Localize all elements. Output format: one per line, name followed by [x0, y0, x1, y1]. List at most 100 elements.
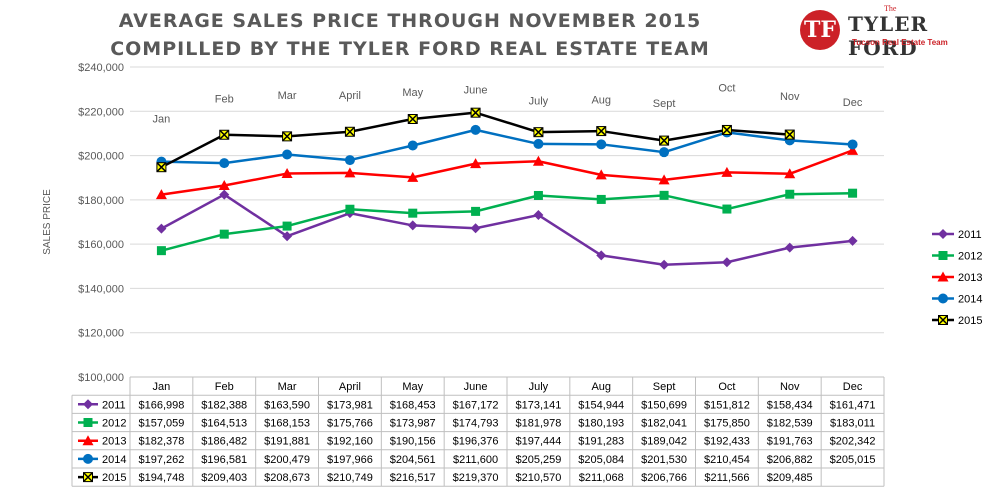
data-point-2013 [218, 180, 230, 191]
month-annotation: Feb [215, 93, 234, 105]
table-cell: $190,156 [390, 436, 436, 448]
table-cell: $219,370 [453, 472, 499, 484]
table-row-label: 2015 [102, 472, 126, 484]
table-cell: $210,570 [515, 472, 561, 484]
table-key-marker-x [83, 472, 93, 482]
table-cell: $157,059 [138, 418, 184, 430]
series-line-2014 [161, 128, 853, 165]
data-point-2014 [407, 140, 418, 151]
x-tick-label: Mar [278, 381, 297, 393]
table-cell: $205,259 [515, 454, 561, 466]
table-cell: $216,517 [390, 472, 436, 484]
x-tick-label: Aug [591, 381, 611, 393]
data-point-2015-x [282, 131, 292, 141]
table-cell: $205,084 [578, 454, 624, 466]
month-annotation: May [402, 87, 423, 99]
month-annotation: April [339, 90, 361, 102]
data-point-2015-x [533, 127, 543, 137]
data-point-2011 [784, 242, 795, 253]
table-cell: $196,376 [453, 436, 499, 448]
y-tick-label: $180,000 [78, 195, 124, 207]
table-cell: $150,699 [641, 399, 687, 411]
month-annotation: July [529, 96, 549, 108]
data-point-2013 [532, 155, 544, 166]
table-cell: $163,590 [264, 399, 310, 411]
series-line-2012 [161, 191, 853, 252]
table-cell: $202,342 [830, 436, 876, 448]
y-axis-label: SALES PRICE [42, 189, 53, 255]
table-row-label: 2014 [102, 454, 126, 466]
table-row-label: 2012 [102, 418, 126, 430]
y-tick-label: $220,000 [78, 106, 124, 118]
data-point-2015-x [219, 130, 229, 140]
y-tick-label: $100,000 [78, 372, 124, 384]
data-point-2013 [281, 168, 293, 179]
chart-title: AVERAGE SALES PRICE THROUGH NOVEMBER 201… [118, 10, 702, 32]
table-cell: $209,403 [201, 472, 247, 484]
table-key-marker [82, 435, 94, 446]
data-point-2013 [155, 189, 167, 200]
data-point-2015-x [471, 108, 481, 118]
data-point-2013 [595, 169, 607, 180]
table-cell: $164,513 [201, 418, 247, 430]
data-point-2012 [785, 189, 795, 199]
table-legend-key-2014 [78, 453, 98, 464]
data-point-2012 [848, 188, 858, 198]
series-2015 [156, 107, 795, 173]
logo-name: TYLER FORD [848, 12, 929, 60]
table-cell: $201,530 [641, 454, 687, 466]
month-annotation: Mar [278, 90, 297, 102]
table-cell: $173,981 [327, 399, 373, 411]
table-cell: $168,453 [390, 399, 436, 411]
legend-item-2011: 2011 [932, 229, 982, 241]
data-point-2011 [721, 257, 732, 268]
table-cell: $209,485 [767, 472, 813, 484]
table-cell: $197,444 [515, 436, 561, 448]
month-annotation: Jan [153, 113, 171, 125]
legend-item-2014: 2014 [932, 293, 982, 306]
data-point-2014 [219, 158, 230, 169]
table-key-marker [83, 418, 93, 427]
data-point-2011 [659, 259, 670, 270]
x-tick-label: April [339, 381, 361, 393]
table-cell: $192,160 [327, 436, 373, 448]
data-point-2012 [596, 194, 606, 204]
data-point-2013 [407, 171, 419, 182]
table-cell: $206,882 [767, 454, 813, 466]
data-point-2014 [470, 124, 481, 135]
month-annotation: Sept [653, 98, 676, 110]
data-point-2011 [407, 220, 418, 231]
table-legend-key-2013 [78, 435, 98, 446]
table-cell: $182,378 [138, 436, 184, 448]
data-point-2015-x [408, 114, 418, 124]
data-point-2012 [408, 208, 418, 218]
table-legend-key-2015 [78, 472, 98, 483]
y-tick-label: $240,000 [78, 62, 124, 74]
legend-marker [938, 293, 948, 304]
table-cell: $151,812 [704, 399, 750, 411]
table-cell: $183,011 [830, 418, 875, 430]
table-key-marker [83, 453, 93, 464]
data-point-2012 [533, 190, 543, 200]
table-cell: $173,141 [515, 399, 561, 411]
data-point-2012 [471, 206, 481, 216]
table-cell: $200,479 [264, 454, 310, 466]
legend-marker [937, 271, 949, 282]
legend-label: 2015 [958, 315, 982, 327]
data-point-2011 [156, 223, 167, 234]
table-cell: $211,068 [579, 472, 624, 484]
gridlines: $100,000 $120,000 $140,000 $160,000 $180,000… [78, 62, 884, 384]
table-row-label: 2011 [102, 399, 126, 411]
table-cell: $210,749 [327, 472, 373, 484]
month-annotation: Dec [843, 97, 863, 109]
month-annotation: Nov [780, 91, 800, 103]
table-key-marker [83, 399, 93, 410]
logo-mark: TF [800, 10, 840, 50]
legend-item-2012: 2012 [932, 251, 982, 263]
legend-item-2013: 2013 [932, 271, 982, 284]
table-cell: $205,015 [830, 454, 876, 466]
data-point-2011 [847, 235, 858, 246]
table-cell: $181,978 [515, 418, 561, 430]
series-line-2011 [160, 193, 853, 266]
